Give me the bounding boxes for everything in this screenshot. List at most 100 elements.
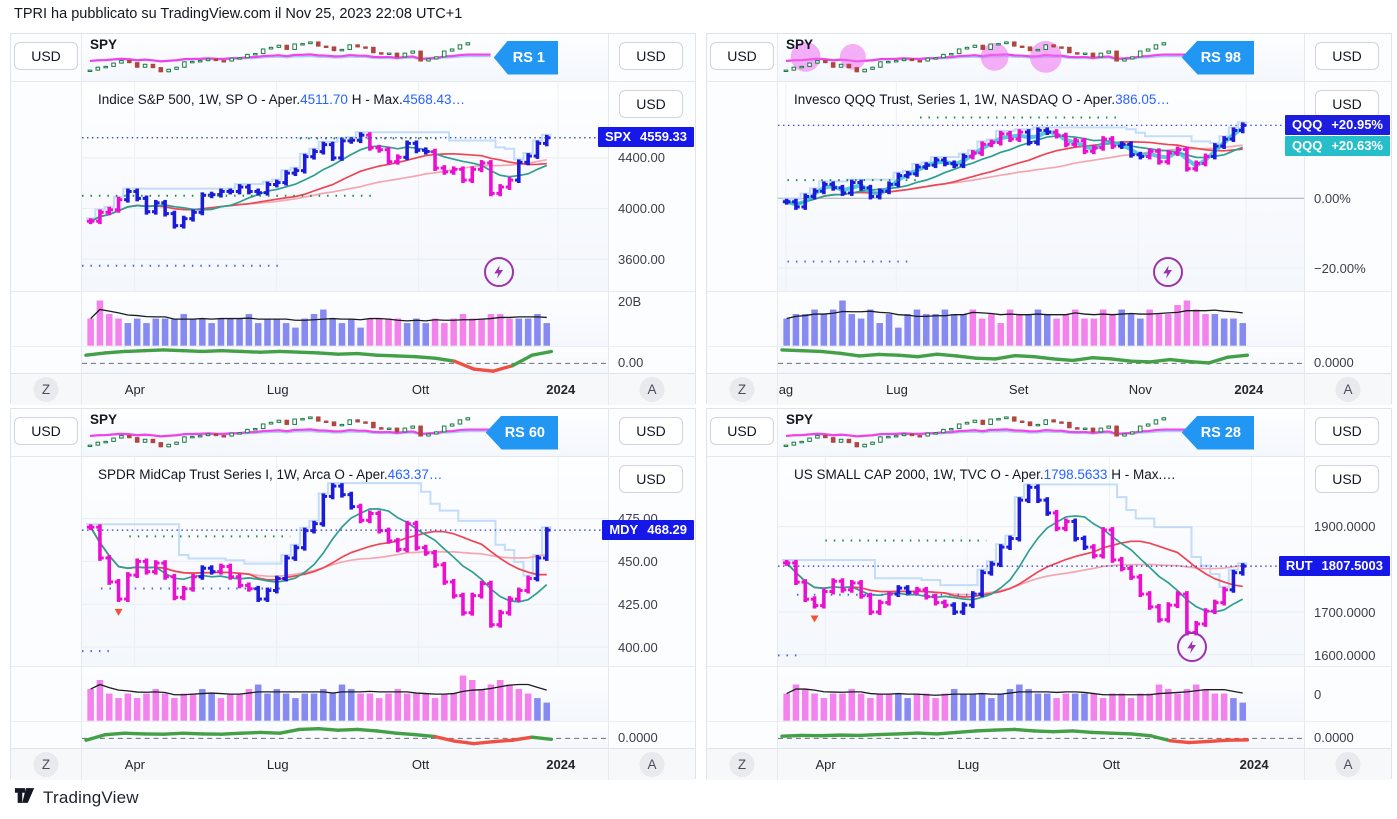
- spy-mini-chart-svg: [87, 416, 491, 448]
- volume-pane[interactable]: [777, 666, 1304, 721]
- y-axis-tick: 1900.0000: [1314, 519, 1376, 534]
- indicator-left-gutter: [707, 721, 777, 748]
- volume-chart-svg: [783, 684, 1247, 721]
- currency-button[interactable]: USD: [710, 42, 774, 70]
- title-segment: Invesco QQQ Trust, Series 1, 1W, NASDAQ …: [794, 92, 1116, 107]
- lightning-icon[interactable]: [484, 257, 515, 287]
- title-segment: 463.37…: [387, 467, 443, 482]
- indicator-axis-zero: 0.00: [618, 355, 644, 370]
- price-left-gutter: [707, 81, 777, 291]
- currency-button[interactable]: USD: [710, 417, 774, 445]
- spy-mini-chart-svg: [783, 416, 1187, 448]
- volume-chart-svg: [783, 300, 1247, 346]
- price-chart-svg: [82, 457, 608, 666]
- chart-title: SPDR MidCap Trust Series I, 1W, Arca O -…: [98, 467, 442, 482]
- auto-scale-button[interactable]: A: [639, 752, 665, 777]
- mini-symbol-label: SPY: [90, 412, 118, 427]
- price-chart[interactable]: Invesco QQQ Trust, Series 1, 1W, NASDAQ …: [777, 81, 1304, 291]
- spy-mini-strip[interactable]: SPY RS 98: [777, 34, 1304, 81]
- time-axis[interactable]: ag Lug Set Nov 2024: [777, 373, 1304, 405]
- mini-strip-left-axis: USD: [707, 34, 777, 81]
- price-axis[interactable]: USD 4400.00 4000.00 3600.00: [608, 81, 695, 291]
- chart-title: Indice S&P 500, 1W, SP O - Aper.4511.70 …: [98, 92, 465, 107]
- time-axis[interactable]: Apr Lug Ott 2024: [81, 748, 608, 780]
- time-axis-tick: Nov: [1128, 382, 1152, 397]
- price-chart[interactable]: US SMALL CAP 2000, 1W, TVC O - Aper.1798…: [777, 456, 1304, 666]
- y-axis-tick: 3600.00: [618, 252, 665, 268]
- currency-button[interactable]: USD: [1315, 417, 1379, 445]
- title-segment: 386.05…: [1115, 92, 1170, 107]
- indicator-axis-zero: 0.0000: [1314, 730, 1354, 745]
- volume-pane[interactable]: [81, 291, 608, 346]
- time-axis-tick: ag: [778, 382, 794, 397]
- volume-axis[interactable]: 0: [1304, 666, 1391, 721]
- mini-strip-right-axis: USD: [608, 34, 695, 81]
- currency-button[interactable]: USD: [1315, 42, 1379, 70]
- spy-mini-strip[interactable]: SPY RS 60: [81, 409, 608, 456]
- badge-symbol: MDY: [609, 521, 639, 537]
- currency-button[interactable]: USD: [1315, 90, 1379, 118]
- lightning-icon[interactable]: [1176, 632, 1207, 662]
- indicator-pane[interactable]: [777, 721, 1304, 748]
- volume-pane[interactable]: [777, 291, 1304, 346]
- currency-button[interactable]: USD: [619, 42, 683, 70]
- spy-mini-strip[interactable]: SPY RS 1: [81, 34, 608, 81]
- price-chart[interactable]: Indice S&P 500, 1W, SP O - Aper.4511.70 …: [81, 81, 608, 291]
- spy-mini-strip[interactable]: SPY RS 28: [777, 409, 1304, 456]
- zoom-out-button[interactable]: Z: [729, 377, 755, 402]
- tradingview-logo[interactable]: TradingView: [14, 786, 139, 810]
- time-axis-tick: Ott: [411, 757, 430, 772]
- y-axis-tick: 450.00: [618, 554, 658, 569]
- zoom-out-button[interactable]: Z: [729, 752, 755, 777]
- currency-button[interactable]: USD: [14, 42, 78, 70]
- auto-scale-button[interactable]: A: [1335, 752, 1361, 777]
- chart-panel-rut: USD SPY RS 28 USD US SMALL CAP 2000, 1W,…: [706, 408, 1392, 780]
- indicator-axis[interactable]: 0.0000: [1304, 721, 1391, 748]
- price-badge-qqq: QQQ +20.95%: [1284, 114, 1390, 135]
- currency-button[interactable]: USD: [14, 417, 78, 445]
- auto-scale-button[interactable]: A: [639, 377, 665, 402]
- time-axis[interactable]: Apr Lug Ott 2024: [777, 748, 1304, 780]
- time-axis-tick: Apr: [815, 757, 836, 772]
- badge-value: +20.63%: [1331, 137, 1383, 153]
- currency-button[interactable]: USD: [619, 90, 683, 118]
- y-axis-tick: 4400.00: [618, 150, 665, 166]
- indicator-pane[interactable]: [81, 721, 608, 748]
- badge-symbol: QQQ: [1291, 137, 1323, 153]
- indicator-axis[interactable]: 0.0000: [1304, 346, 1391, 373]
- zoom-out-button[interactable]: Z: [33, 377, 59, 402]
- volume-axis[interactable]: [608, 666, 695, 721]
- indicator-axis[interactable]: 0.0000: [608, 721, 695, 748]
- badge-value: +20.95%: [1331, 116, 1383, 132]
- indicator-pane[interactable]: [777, 346, 1304, 373]
- lightning-icon[interactable]: [1153, 257, 1184, 287]
- volume-axis[interactable]: [1304, 291, 1391, 346]
- indicator-axis-zero: 0.0000: [618, 730, 658, 745]
- time-axis[interactable]: Apr Lug Ott 2024: [81, 373, 608, 405]
- indicator-left-gutter: [707, 346, 777, 373]
- price-axis[interactable]: USD 475.00 450.00 425.00 400.00: [608, 456, 695, 666]
- volume-pane[interactable]: [81, 666, 608, 721]
- currency-button[interactable]: USD: [1315, 465, 1379, 493]
- price-left-gutter: [707, 456, 777, 666]
- currency-button[interactable]: USD: [619, 465, 683, 493]
- zoom-out-button[interactable]: Z: [33, 752, 59, 777]
- time-axis-tick: 2024: [1234, 382, 1264, 397]
- indicator-pane[interactable]: [81, 346, 608, 373]
- price-chart-svg: [778, 82, 1304, 291]
- volume-axis[interactable]: 20B: [608, 291, 695, 346]
- title-segment: H - Max.…: [1107, 467, 1176, 482]
- mini-strip-left-axis: USD: [11, 34, 81, 81]
- y-axis-tick: −20.00%: [1314, 260, 1366, 276]
- auto-scale-button[interactable]: A: [1335, 377, 1361, 402]
- price-axis[interactable]: USD 0.00% −20.00%: [1304, 81, 1391, 291]
- publish-header: TPRI ha pubblicato su TradingView.com il…: [14, 6, 463, 22]
- indicator-axis[interactable]: 0.00: [608, 346, 695, 373]
- price-chart[interactable]: SPDR MidCap Trust Series I, 1W, Arca O -…: [81, 456, 608, 666]
- mini-strip-left-axis: USD: [11, 409, 81, 456]
- rs-rating-badge: RS 28: [1181, 415, 1254, 450]
- mini-symbol-label: SPY: [786, 37, 814, 52]
- currency-button[interactable]: USD: [619, 417, 683, 445]
- mini-strip-right-axis: USD: [1304, 34, 1391, 81]
- badge-value: 1807.5003: [1321, 557, 1383, 573]
